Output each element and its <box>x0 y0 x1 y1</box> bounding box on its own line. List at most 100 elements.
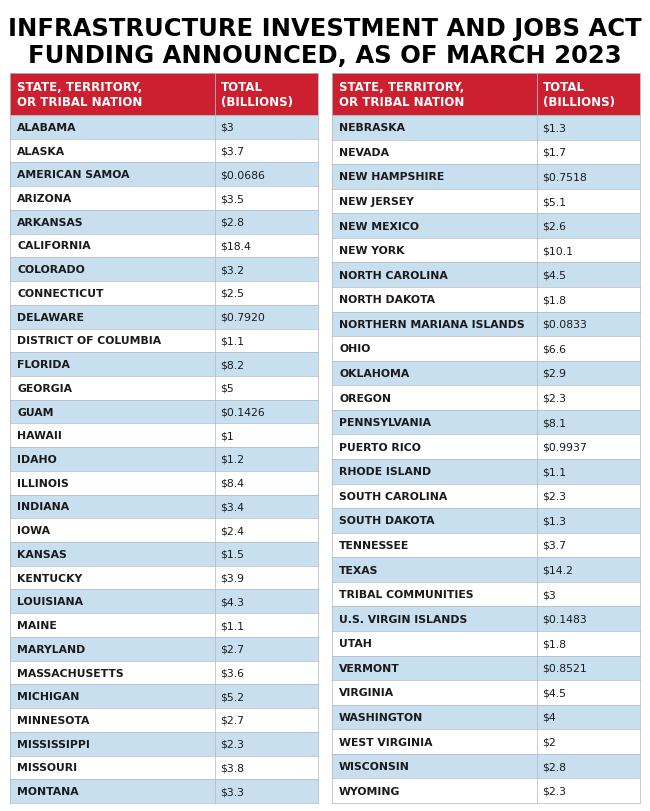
Text: OHIO: OHIO <box>339 344 370 354</box>
Text: ARKANSAS: ARKANSAS <box>17 217 83 227</box>
Text: ARIZONA: ARIZONA <box>17 194 72 204</box>
Bar <box>332 288 640 312</box>
Text: $4.5: $4.5 <box>542 270 566 281</box>
Text: WYOMING: WYOMING <box>339 786 400 796</box>
Bar <box>10 211 318 234</box>
Bar <box>332 361 640 386</box>
Text: $0.9937: $0.9937 <box>542 442 586 453</box>
Bar <box>10 116 318 139</box>
Text: TENNESSEE: TENNESSEE <box>339 540 410 551</box>
Bar <box>10 613 318 637</box>
Text: $6.6: $6.6 <box>542 344 566 354</box>
Text: NORTH CAROLINA: NORTH CAROLINA <box>339 270 448 281</box>
Text: TRIBAL COMMUNITIES: TRIBAL COMMUNITIES <box>339 590 473 599</box>
Text: OKLAHOMA: OKLAHOMA <box>339 368 410 379</box>
Text: $2.5: $2.5 <box>220 289 244 298</box>
Text: $4.5: $4.5 <box>542 688 566 697</box>
Text: $2.8: $2.8 <box>542 762 566 771</box>
Text: $1.3: $1.3 <box>542 516 566 526</box>
Text: ILLINOIS: ILLINOIS <box>17 478 69 488</box>
Text: CALIFORNIA: CALIFORNIA <box>17 241 90 251</box>
Bar <box>10 424 318 448</box>
Bar <box>10 329 318 353</box>
Text: $5: $5 <box>220 384 233 393</box>
Text: $10.1: $10.1 <box>542 246 573 255</box>
Bar <box>332 116 640 140</box>
Text: $1.1: $1.1 <box>542 466 566 477</box>
Text: NEW YORK: NEW YORK <box>339 246 404 255</box>
Bar <box>332 140 640 165</box>
Bar <box>10 566 318 590</box>
Bar <box>10 400 318 424</box>
Text: PENNSYLVANIA: PENNSYLVANIA <box>339 418 431 427</box>
Text: TEXAS: TEXAS <box>339 565 378 575</box>
Text: IDAHO: IDAHO <box>17 454 57 465</box>
Bar <box>332 263 640 288</box>
Text: $4.3: $4.3 <box>220 597 244 607</box>
Text: SOUTH CAROLINA: SOUTH CAROLINA <box>339 491 447 501</box>
Bar <box>332 337 640 361</box>
Text: MAINE: MAINE <box>17 620 57 630</box>
Text: INDIANA: INDIANA <box>17 502 69 512</box>
Text: VERMONT: VERMONT <box>339 663 400 673</box>
Bar <box>332 631 640 656</box>
Bar <box>332 460 640 484</box>
Text: LOUISIANA: LOUISIANA <box>17 597 83 607</box>
Text: TOTAL
(BILLIONS): TOTAL (BILLIONS) <box>221 80 292 109</box>
Text: $1.1: $1.1 <box>220 336 244 346</box>
Text: $1.7: $1.7 <box>542 148 566 157</box>
Text: $2.6: $2.6 <box>542 221 566 231</box>
Bar <box>10 74 318 116</box>
Text: KANSAS: KANSAS <box>17 549 67 560</box>
Text: $2.3: $2.3 <box>542 491 566 501</box>
Text: IOWA: IOWA <box>17 526 50 535</box>
Text: $1.2: $1.2 <box>220 454 244 465</box>
Text: $2: $2 <box>542 736 556 747</box>
Bar <box>10 258 318 281</box>
Bar <box>10 448 318 471</box>
Bar <box>332 386 640 410</box>
Text: $3.6: $3.6 <box>220 667 244 678</box>
Text: $0.0833: $0.0833 <box>542 320 587 329</box>
Text: NEBRASKA: NEBRASKA <box>339 123 405 133</box>
Bar <box>332 74 640 116</box>
Text: FLORIDA: FLORIDA <box>17 359 70 370</box>
Text: WASHINGTON: WASHINGTON <box>339 712 423 722</box>
Bar <box>10 519 318 543</box>
Text: DISTRICT OF COLUMBIA: DISTRICT OF COLUMBIA <box>17 336 161 346</box>
Bar <box>10 353 318 376</box>
Bar <box>10 756 318 779</box>
Bar <box>332 312 640 337</box>
Text: PUERTO RICO: PUERTO RICO <box>339 442 421 453</box>
Text: TOTAL
(BILLIONS): TOTAL (BILLIONS) <box>543 80 615 109</box>
Text: $0.7518: $0.7518 <box>542 172 586 182</box>
Bar <box>332 190 640 214</box>
Text: STATE, TERRITORY,
OR TRIBAL NATION: STATE, TERRITORY, OR TRIBAL NATION <box>17 80 142 109</box>
Text: $0.1426: $0.1426 <box>220 407 265 417</box>
Bar <box>10 495 318 519</box>
Text: $14.2: $14.2 <box>542 565 573 575</box>
Bar <box>10 306 318 329</box>
Text: COLORADO: COLORADO <box>17 265 84 275</box>
Text: $4: $4 <box>542 712 556 722</box>
Text: U.S. VIRGIN ISLANDS: U.S. VIRGIN ISLANDS <box>339 614 467 624</box>
Bar <box>10 684 318 708</box>
Bar <box>332 582 640 607</box>
Text: $2.3: $2.3 <box>542 786 566 796</box>
Text: $0.8521: $0.8521 <box>542 663 586 673</box>
Text: MISSISSIPPI: MISSISSIPPI <box>17 739 90 749</box>
Text: GUAM: GUAM <box>17 407 53 417</box>
Text: STATE, TERRITORY,
OR TRIBAL NATION: STATE, TERRITORY, OR TRIBAL NATION <box>339 80 464 109</box>
Bar <box>10 732 318 756</box>
Text: OREGON: OREGON <box>339 393 391 403</box>
Text: NEW JERSEY: NEW JERSEY <box>339 197 414 207</box>
Bar <box>10 661 318 684</box>
Text: MASSACHUSETTS: MASSACHUSETTS <box>17 667 124 678</box>
Bar <box>332 656 640 680</box>
Bar <box>10 637 318 661</box>
Text: INFRASTRUCTURE INVESTMENT AND JOBS ACT: INFRASTRUCTURE INVESTMENT AND JOBS ACT <box>8 17 642 41</box>
Text: $3.2: $3.2 <box>220 265 244 275</box>
Bar <box>10 281 318 306</box>
Bar <box>10 163 318 187</box>
Text: SOUTH DAKOTA: SOUTH DAKOTA <box>339 516 434 526</box>
